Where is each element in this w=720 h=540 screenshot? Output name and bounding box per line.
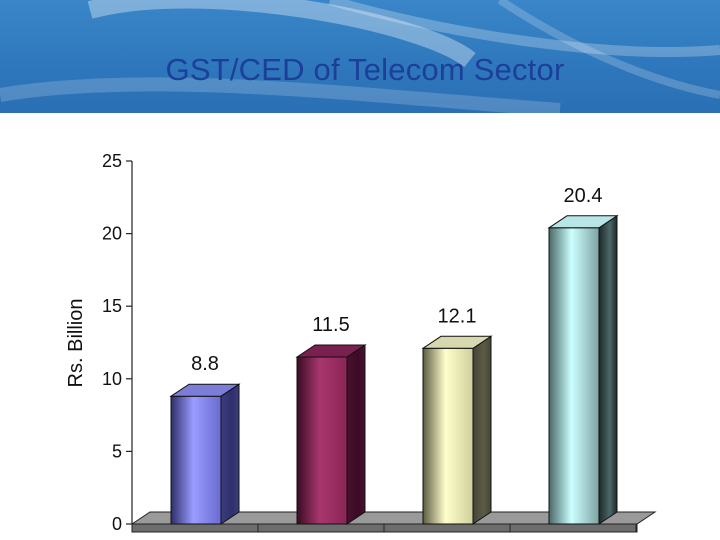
y-tick-label: 5	[112, 441, 122, 461]
y-axis-title: Rs. Billion	[65, 299, 87, 388]
bar-2004-2005	[547, 214, 619, 525]
bar-top	[169, 383, 241, 397]
bar-2001-02	[169, 383, 241, 525]
bar-2003-04	[421, 335, 493, 525]
data-label: 12.1	[438, 305, 477, 327]
y-tick-label: 0	[112, 514, 122, 534]
y-tick-label: 10	[102, 369, 122, 389]
bar-top	[547, 215, 619, 229]
slide-title: GST/CED of Telecom Sector	[165, 52, 565, 87]
bar-front	[296, 356, 348, 525]
bar-side	[472, 335, 492, 525]
y-tick-label: 20	[102, 224, 122, 244]
data-label: 11.5	[312, 314, 349, 336]
slide-header: GST/CED of Telecom Sector	[0, 0, 720, 113]
bar-chart: 0 5 10 15 20 25 8.82001-0211.52002-0312.12003…	[65, 151, 657, 540]
bar-top	[295, 344, 367, 358]
bar-front	[548, 227, 600, 525]
data-label: 20.4	[564, 185, 603, 207]
y-tick-label: 25	[102, 151, 122, 171]
bar-front	[422, 347, 474, 525]
bar-top	[421, 335, 493, 349]
labels-group: 8.82001-0211.52002-0312.12003-0420.42004…	[168, 185, 631, 540]
y-tick-label: 15	[102, 296, 122, 316]
bar-2002-03	[295, 344, 367, 525]
bar-front	[170, 395, 222, 525]
y-axis: 0 5 10 15 20 25	[102, 151, 637, 534]
header-swirl-decoration	[0, 0, 720, 113]
data-label: 8.8	[191, 353, 219, 375]
bar-side	[220, 383, 240, 525]
bars-group	[169, 214, 619, 525]
bar-side	[598, 214, 618, 525]
bar-side	[346, 344, 366, 525]
